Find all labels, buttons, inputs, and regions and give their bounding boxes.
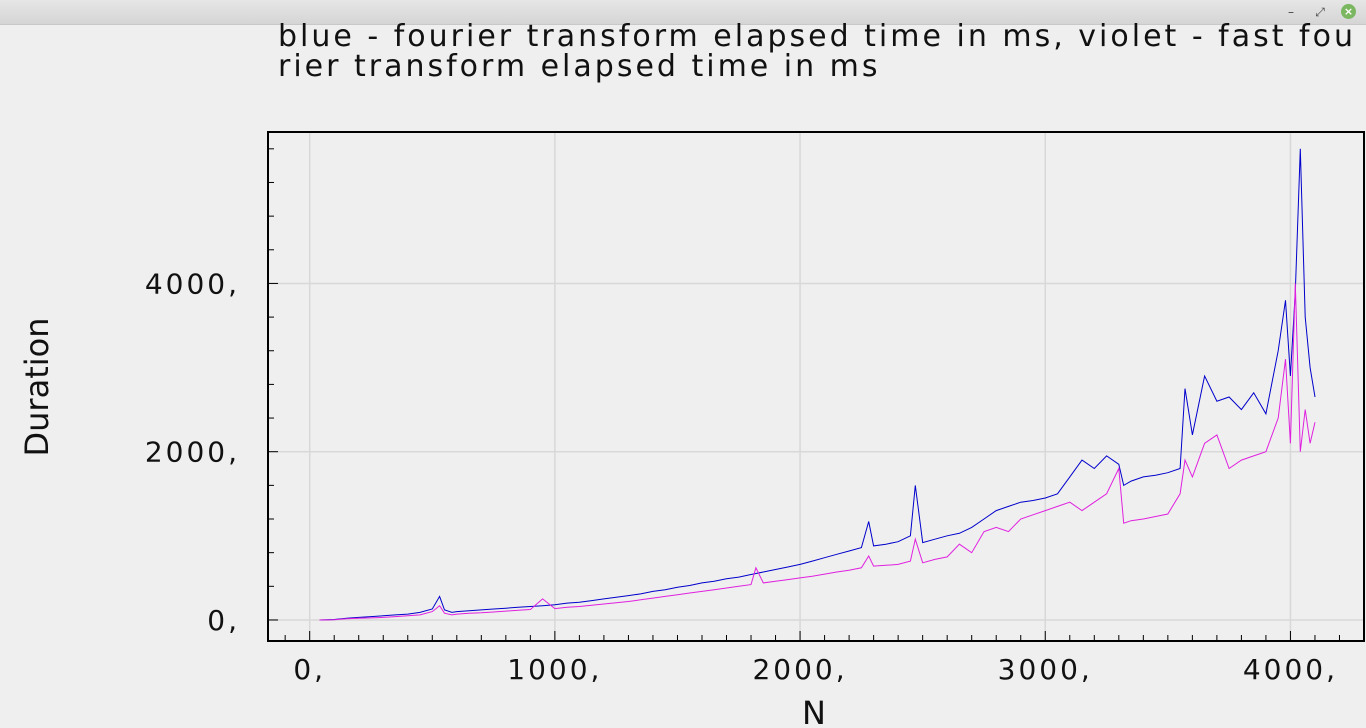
- x-tick-label: 2000,: [752, 653, 847, 686]
- x-tick-label: 0,: [293, 653, 326, 686]
- series-line-blue: [319, 148, 1316, 621]
- close-icon[interactable]: ×: [1341, 4, 1356, 19]
- x-tick-label: 3000,: [998, 653, 1093, 686]
- window-titlebar: – ⤢ ×: [0, 0, 1366, 25]
- minimize-icon[interactable]: –: [1288, 5, 1294, 19]
- y-tick-label: 2000,: [145, 436, 240, 469]
- chart-title: blue - fourier transform elapsed time in…: [278, 19, 1356, 84]
- x-axis-label: N: [802, 694, 826, 728]
- y-tick-label: 0,: [207, 604, 240, 637]
- y-axis-label: Duration: [18, 318, 56, 457]
- y-tick-label: 4000,: [145, 267, 240, 300]
- series-line-violet: [319, 283, 1316, 621]
- maximize-icon[interactable]: ⤢: [1315, 5, 1325, 19]
- x-tick-label: 1000,: [507, 653, 602, 686]
- x-tick-label: 4000,: [1243, 653, 1338, 686]
- plot-frame: [267, 131, 1365, 642]
